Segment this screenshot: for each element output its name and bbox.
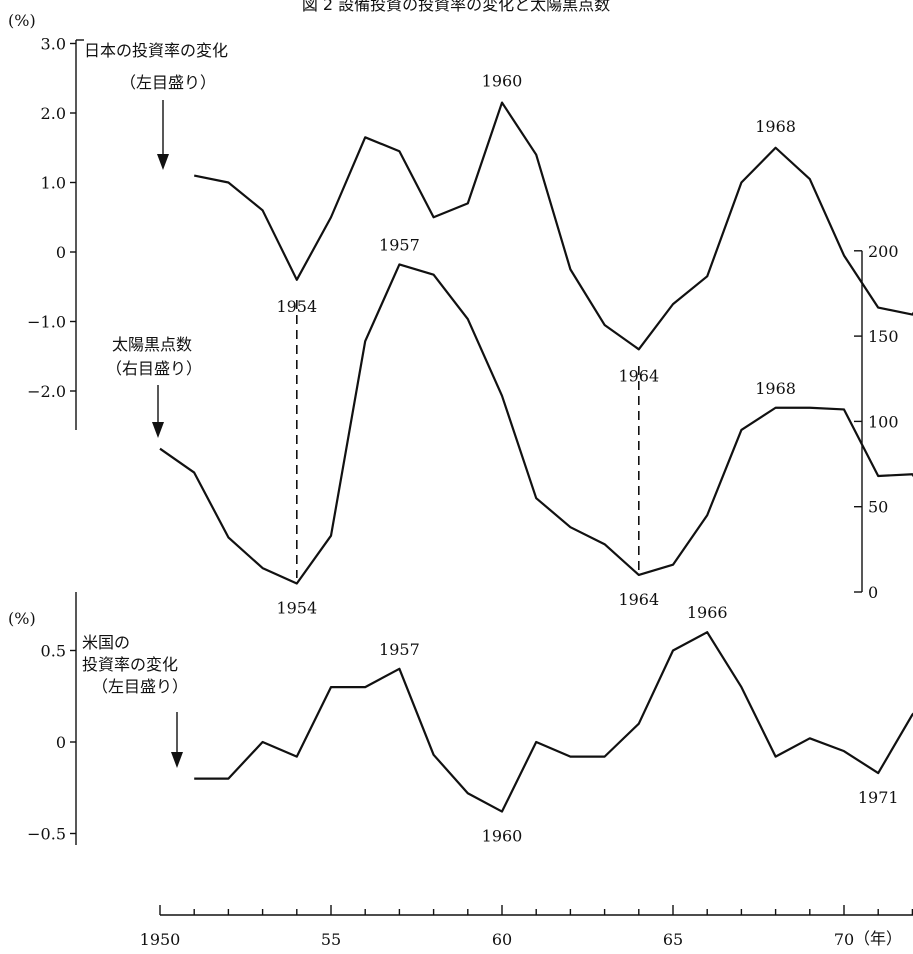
us-y-tick-label: 0: [56, 733, 66, 752]
x-tick-label: 1950: [140, 930, 181, 949]
japan-peak-label: 1968: [755, 117, 796, 136]
japan-y-tick-label: −2.0: [27, 382, 66, 401]
us-series-name: 米国の: [82, 633, 130, 652]
japan-y-tick-label: −1.0: [27, 313, 66, 332]
us-peak-label: 1960: [482, 827, 523, 846]
japan-pointer-arrowhead: [157, 154, 169, 170]
us-peak-label: 1957: [379, 640, 420, 659]
us-investment-line: [194, 631, 913, 813]
sunspot-peak-label: 1954: [276, 598, 317, 617]
us-series-name: 投資率の変化: [82, 655, 178, 674]
us-peak-label: 1971: [858, 788, 899, 807]
sunspot-pointer-arrowhead: [152, 422, 164, 438]
sunspot-peak-label: 1964: [618, 590, 659, 609]
sunspot-y-tick-label: 100: [868, 412, 899, 431]
japan-series-name: （左目盛り）: [120, 73, 216, 92]
japan-y-tick-label: 3.0: [41, 35, 66, 54]
japan-series-name: 日本の投資率の変化: [84, 41, 228, 60]
us-pointer-arrowhead: [171, 752, 183, 768]
x-axis-unit-label: （年）: [854, 929, 902, 948]
us-peak-label: 1966: [687, 603, 728, 622]
japan-y-tick-label: 2.0: [41, 104, 66, 123]
sunspot-series-name: （右目盛り）: [106, 359, 202, 378]
sunspot-peak-label: 1957: [379, 235, 420, 254]
japan-peak-label: 1964: [618, 366, 659, 385]
sunspot-y-tick-label: 50: [868, 498, 888, 517]
us-units-label: (%): [8, 609, 36, 628]
sunspot-y-tick-label: 200: [868, 242, 899, 261]
sunspot-peak-label: 1968: [755, 379, 796, 398]
x-tick-label: 70: [834, 930, 854, 949]
us-series-name: （左目盛り）: [92, 677, 188, 696]
x-tick-label: 60: [492, 930, 512, 949]
japan-y-tick-label: 1.0: [41, 174, 66, 193]
sunspot-y-tick-label: 150: [868, 327, 899, 346]
sunspot-series-name: 太陽黒点数: [112, 335, 192, 354]
x-tick-label: 65: [663, 930, 683, 949]
japan-y-tick-label: 0: [56, 243, 66, 262]
figure-title-fragment: 図 2 設備投資の投資率の変化と太陽黒点数: [302, 0, 610, 14]
us-y-tick-label: 0.5: [41, 642, 66, 661]
sunspot-line: [159, 263, 913, 585]
japan-investment-line: [193, 101, 913, 351]
x-tick-label: 55: [321, 930, 341, 949]
japan-peak-label: 1960: [482, 72, 523, 91]
japan-units-label: (%): [8, 11, 36, 30]
us-y-tick-label: −0.5: [27, 825, 66, 844]
sunspot-y-tick-label: 0: [868, 583, 878, 602]
